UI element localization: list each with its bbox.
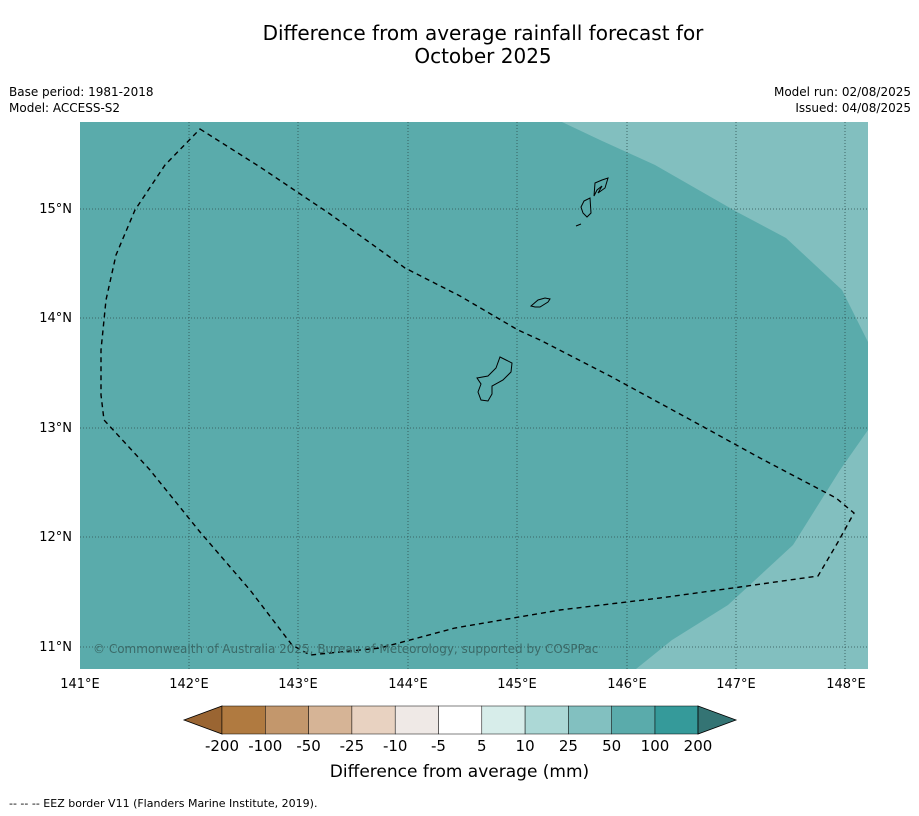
- islands: [476, 177, 609, 402]
- lon-label-148e: 148°E: [826, 677, 866, 692]
- meta-left: Base period: 1981-2018 Model: ACCESS-S2: [9, 84, 154, 116]
- colorbar-extend-low: [182, 705, 223, 735]
- colorbar-cell: [265, 705, 309, 735]
- lon-label-146e: 146°E: [607, 677, 647, 692]
- colorbar-cell: [481, 705, 526, 735]
- model-text: Model: ACCESS-S2: [9, 101, 121, 115]
- colorbar-tick: -50: [296, 737, 321, 755]
- lat-label-14n: 14°N: [39, 311, 72, 326]
- title-line-1: Difference from average rainfall forecas…: [262, 21, 704, 45]
- map-title: Difference from average rainfall forecas…: [0, 22, 919, 68]
- colorbar-cell: [568, 705, 612, 735]
- colorbar-tick: -25: [340, 737, 365, 755]
- model-run-text: Model run: 02/08/2025: [773, 85, 911, 99]
- colorbar-tick: 50: [602, 737, 621, 755]
- colorbar-cell: [438, 705, 483, 735]
- issued-text: Issued: 04/08/2025: [795, 101, 911, 115]
- colorbar-extend-high: [697, 705, 738, 735]
- lon-label-147e: 147°E: [716, 677, 756, 692]
- colorbar-cell: [221, 705, 266, 735]
- lat-label-11n: 11°N: [39, 640, 72, 655]
- colorbar-tick: -5: [431, 737, 446, 755]
- colorbar-cell: [611, 705, 656, 735]
- colorbar-tick: 100: [641, 737, 670, 755]
- colorbar-tick: 200: [684, 737, 713, 755]
- copyright-text: © Commonwealth of Australia 2025, Bureau…: [93, 642, 599, 656]
- colorbar-label: Difference from average (mm): [329, 762, 590, 782]
- colorbar-tick: 25: [559, 737, 578, 755]
- island-rota: [529, 297, 551, 308]
- colorbar-cell: [394, 705, 439, 735]
- lon-label-142e: 142°E: [169, 677, 209, 692]
- meta-right: Model run: 02/08/2025 Issued: 04/08/2025: [774, 84, 911, 116]
- colorbar-tick: -200: [205, 737, 239, 755]
- island-aguijan: [575, 223, 582, 227]
- colorbar-tick: 10: [516, 737, 535, 755]
- colorbar-tick: 5: [477, 737, 487, 755]
- colorbar: [182, 705, 738, 735]
- lon-label-141e: 141°E: [60, 677, 100, 692]
- island-saipan: [593, 177, 609, 197]
- graticule: [80, 122, 868, 669]
- eez-legend-note: -- -- -- EEZ border V11 (Flanders Marine…: [9, 797, 318, 810]
- map-fill-25-50-south: [636, 430, 868, 669]
- lon-label-144e: 144°E: [388, 677, 428, 692]
- lat-label-12n: 12°N: [39, 530, 72, 545]
- map-fill-50-100: [80, 122, 868, 669]
- lon-label-143e: 143°E: [278, 677, 318, 692]
- island-guam: [476, 356, 513, 402]
- lat-label-15n: 15°N: [39, 202, 72, 217]
- base-period-text: Base period: 1981-2018: [9, 85, 154, 99]
- lat-label-13n: 13°N: [39, 421, 72, 436]
- island-tinian: [580, 197, 592, 218]
- colorbar-cell: [654, 705, 699, 735]
- lon-label-145e: 145°E: [497, 677, 537, 692]
- colorbar-cell: [308, 705, 353, 735]
- colorbar-cell: [524, 705, 569, 735]
- map-fill-25-50-north: [562, 122, 868, 342]
- colorbar-tick: -10: [383, 737, 408, 755]
- colorbar-cell: [351, 705, 396, 735]
- colorbar-tick: -100: [248, 737, 282, 755]
- eez-border: [100, 128, 855, 656]
- title-line-2: October 2025: [414, 44, 552, 68]
